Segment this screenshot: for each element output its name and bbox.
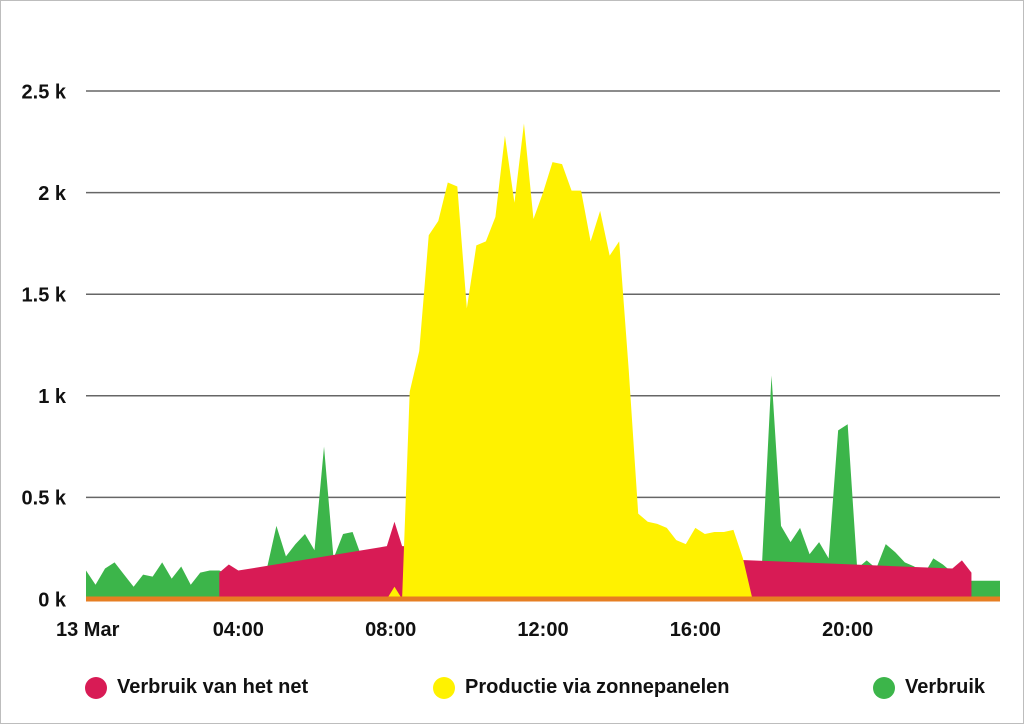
legend-label: Verbruik van het net [117, 676, 309, 698]
legend-dot-green [873, 676, 895, 699]
legend-dot-red [85, 676, 107, 699]
x-tick-label-5: 20:00 [822, 619, 873, 641]
y-tick-label-3: 1.5 k [22, 284, 67, 306]
legend-item-usage[interactable]: Verbruik [873, 676, 985, 699]
legend-label: Productie via zonnepanelen [465, 676, 730, 698]
y-tick-label-2: 1 k [38, 386, 67, 408]
legend-dot-yellow [433, 676, 455, 699]
x-tick-label-3: 12:00 [517, 619, 568, 641]
x-tick-label-1: 04:00 [213, 619, 264, 641]
x-axis-ticks: 13 Mar 04:00 08:00 12:00 16:00 20:00 [56, 619, 873, 641]
x-tick-label-4: 16:00 [670, 619, 721, 641]
legend-item-grid-usage[interactable]: Verbruik van het net [85, 676, 308, 699]
series-areas [86, 123, 1000, 600]
y-tick-label-4: 2 k [38, 183, 67, 205]
y-tick-label-1: 0.5 k [22, 488, 67, 510]
y-tick-label-0: 0 k [38, 589, 67, 611]
x-tick-label-0: 13 Mar [56, 619, 120, 641]
legend-item-solar-production[interactable]: Productie via zonnepanelen [433, 676, 730, 699]
y-tick-label-5: 2.5 k [22, 81, 67, 103]
y-axis-ticks: 0 k 0.5 k 1 k 1.5 k 2 k 2.5 k [22, 81, 67, 611]
x-tick-label-2: 08:00 [365, 619, 416, 641]
area-series-0 [86, 375, 1000, 599]
legend-label: Verbruik [905, 676, 986, 698]
area-series-2 [386, 123, 762, 600]
legend: Verbruik van het net Productie via zonne… [0, 676, 1024, 708]
